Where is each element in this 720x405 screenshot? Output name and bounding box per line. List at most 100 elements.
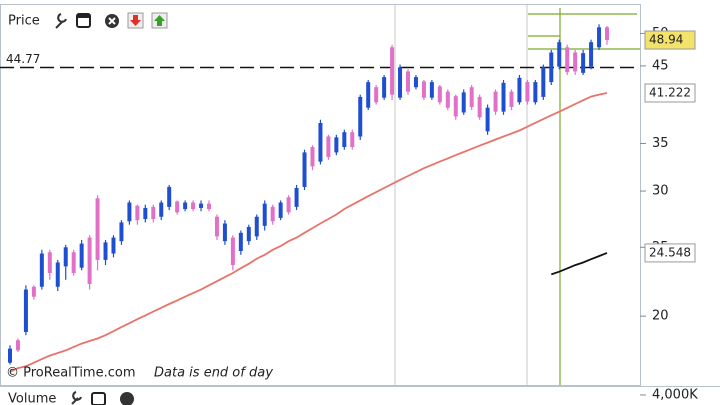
body (47, 252, 52, 274)
volume-icons[interactable] (71, 391, 134, 405)
body (382, 77, 387, 98)
body (406, 71, 410, 92)
body (199, 203, 204, 208)
panel-title: Price (8, 14, 40, 29)
body (541, 67, 546, 97)
panel-icons[interactable] (55, 12, 168, 29)
body (230, 237, 235, 266)
body (207, 203, 211, 210)
ma-value-box (644, 83, 696, 103)
body (294, 187, 299, 207)
y-tick-label: 20 (652, 309, 669, 324)
marks (0, 24, 640, 373)
note: Data is end of day (154, 366, 273, 381)
body (421, 81, 426, 98)
body (119, 222, 124, 242)
body (374, 87, 379, 103)
body (437, 86, 442, 103)
body (175, 201, 180, 213)
body (445, 91, 450, 108)
body (111, 237, 116, 254)
body (79, 243, 84, 268)
body (15, 340, 20, 351)
body (533, 82, 538, 103)
body (87, 237, 92, 284)
body (151, 206, 156, 220)
volume-panel (0, 386, 720, 405)
body (366, 82, 371, 108)
body (509, 91, 514, 107)
body (597, 27, 602, 48)
body (214, 216, 219, 237)
body (246, 226, 251, 242)
body (390, 47, 395, 95)
body (517, 77, 522, 103)
body (469, 87, 474, 107)
body (63, 247, 68, 267)
body (318, 123, 323, 162)
body (55, 262, 60, 287)
body (334, 137, 339, 153)
body (501, 82, 506, 112)
body (191, 202, 196, 210)
body (222, 223, 227, 242)
body (302, 152, 307, 187)
body (573, 52, 578, 72)
indicator-line (551, 252, 608, 276)
plot-frame (0, 4, 641, 386)
body (8, 348, 12, 363)
body (581, 53, 586, 73)
body (95, 198, 100, 260)
annotation (528, 8, 640, 385)
body (167, 186, 172, 207)
y-tick-label: 35 (652, 136, 669, 151)
last-price: 48.94 (649, 33, 683, 47)
body (358, 96, 363, 137)
body (238, 232, 243, 252)
body (286, 197, 291, 213)
body (525, 82, 530, 102)
body (270, 206, 275, 222)
body (350, 132, 355, 148)
body (183, 202, 188, 210)
body (549, 52, 554, 83)
body (159, 202, 164, 217)
body (413, 77, 418, 88)
body (326, 136, 331, 157)
watermark: © ProRealTime.com (6, 366, 136, 381)
volume-tick-label: 4,000K (652, 388, 698, 403)
body (143, 207, 148, 220)
body (103, 242, 108, 260)
body (477, 96, 482, 118)
body (262, 203, 267, 226)
body (398, 67, 403, 98)
reference-label: 44.77 (6, 52, 40, 66)
body (589, 42, 594, 67)
body (39, 253, 44, 287)
body (71, 252, 76, 274)
volume-title: Volume (8, 392, 56, 405)
body (254, 216, 259, 237)
body (310, 147, 315, 167)
body (135, 205, 140, 221)
body (278, 202, 283, 218)
body (429, 82, 434, 98)
body (342, 132, 347, 148)
body (453, 96, 458, 117)
body (461, 92, 466, 113)
body (493, 91, 498, 112)
body (23, 289, 28, 332)
body (485, 107, 490, 132)
moving-average (9, 92, 608, 373)
y-tick-label: 30 (652, 184, 669, 199)
last-price-box (644, 30, 696, 50)
indicator-value: 24.548 (649, 245, 691, 259)
body (605, 27, 609, 41)
body (127, 202, 132, 222)
body (31, 286, 36, 297)
body (557, 42, 562, 67)
body (565, 47, 570, 73)
indicator-value-box (644, 243, 696, 263)
